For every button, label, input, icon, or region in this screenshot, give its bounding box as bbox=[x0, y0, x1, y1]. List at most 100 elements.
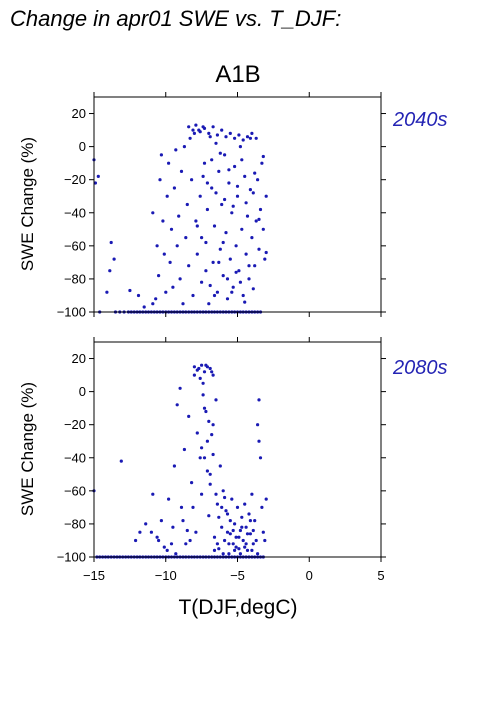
data-point bbox=[251, 542, 255, 546]
data-point bbox=[228, 257, 232, 261]
data-point bbox=[215, 290, 219, 294]
data-point bbox=[149, 530, 153, 534]
data-point bbox=[225, 512, 230, 516]
data-point bbox=[243, 174, 247, 178]
data-point bbox=[220, 128, 224, 132]
data-point bbox=[207, 419, 211, 423]
y-tick-label-2040s: −40 bbox=[64, 205, 86, 220]
plot-frame-2040s bbox=[93, 96, 382, 313]
data-point bbox=[235, 194, 240, 198]
data-point bbox=[192, 373, 196, 377]
data-point bbox=[207, 514, 211, 518]
axes-2080s: −100 −80 −60 −40 −20 0 20 −15 −10 −5 0 5 bbox=[57, 337, 386, 583]
data-point bbox=[181, 519, 185, 523]
data-point bbox=[214, 492, 218, 496]
data-point bbox=[172, 464, 176, 468]
data-point bbox=[202, 406, 207, 410]
data-point bbox=[237, 269, 241, 273]
x-tick-label: −10 bbox=[155, 568, 177, 583]
data-point bbox=[151, 492, 155, 496]
data-point bbox=[200, 236, 204, 240]
data-point bbox=[208, 283, 212, 288]
scenario-label: A1B bbox=[215, 61, 260, 88]
data-point bbox=[195, 224, 199, 228]
data-point bbox=[214, 141, 218, 145]
data-point bbox=[187, 264, 191, 268]
data-point bbox=[261, 154, 265, 159]
data-point bbox=[175, 403, 179, 407]
data-point bbox=[230, 497, 234, 501]
y-tick-label-2040s: −60 bbox=[64, 238, 86, 253]
data-point bbox=[224, 509, 228, 513]
data-point bbox=[245, 214, 250, 218]
data-point bbox=[179, 169, 184, 173]
data-point bbox=[214, 191, 218, 195]
data-point bbox=[181, 302, 185, 306]
data-point bbox=[198, 130, 202, 134]
y-tick-label-2080s: −60 bbox=[64, 483, 86, 498]
data-point bbox=[168, 260, 172, 264]
data-point bbox=[157, 274, 161, 278]
data-point bbox=[234, 270, 238, 274]
data-point bbox=[245, 135, 250, 139]
data-point bbox=[251, 528, 255, 533]
data-point bbox=[244, 525, 248, 529]
data-point bbox=[172, 186, 176, 190]
scatter-points-2080s bbox=[92, 363, 268, 559]
data-point bbox=[233, 548, 237, 553]
data-point bbox=[238, 552, 242, 556]
data-point bbox=[165, 548, 169, 553]
panel-2040s: −100 −80 −60 −40 −20 0 20 SWE Change (%) 2040s bbox=[18, 92, 448, 320]
data-point bbox=[205, 207, 209, 212]
data-point bbox=[198, 376, 202, 380]
y-tick-label-2080s: −80 bbox=[64, 516, 86, 531]
data-point bbox=[195, 431, 199, 435]
data-point bbox=[155, 244, 159, 248]
data-point bbox=[240, 525, 244, 529]
data-point bbox=[204, 269, 208, 273]
data-point bbox=[254, 136, 258, 140]
data-point bbox=[93, 181, 97, 185]
data-point bbox=[257, 217, 261, 221]
data-point bbox=[223, 153, 227, 157]
x-axis-title: T(DJF,degC) bbox=[178, 596, 297, 619]
data-point bbox=[175, 244, 179, 248]
data-point bbox=[258, 456, 263, 460]
data-point bbox=[223, 495, 227, 500]
data-point bbox=[227, 552, 231, 556]
y-tick-label-2040s: 0 bbox=[79, 139, 86, 154]
data-point bbox=[205, 181, 209, 185]
data-point bbox=[241, 293, 245, 298]
data-point bbox=[158, 178, 162, 182]
data-point bbox=[207, 302, 211, 306]
data-point bbox=[201, 174, 205, 178]
data-point bbox=[210, 433, 214, 437]
data-point bbox=[217, 547, 221, 551]
data-point bbox=[248, 519, 252, 523]
data-point bbox=[240, 515, 244, 519]
y-tick-label-2080s: −40 bbox=[64, 450, 86, 465]
data-point bbox=[164, 290, 168, 294]
data-point bbox=[205, 439, 209, 443]
data-point bbox=[254, 219, 258, 223]
data-point bbox=[244, 252, 248, 256]
data-point bbox=[228, 131, 232, 135]
data-point bbox=[154, 297, 158, 301]
data-point bbox=[159, 519, 163, 523]
data-point bbox=[202, 370, 207, 374]
data-point bbox=[215, 542, 219, 546]
data-point bbox=[251, 287, 255, 291]
data-point bbox=[258, 207, 263, 212]
data-point bbox=[244, 542, 248, 546]
data-point bbox=[201, 393, 205, 397]
data-point bbox=[250, 131, 254, 135]
data-point bbox=[234, 244, 238, 248]
data-point bbox=[227, 168, 231, 172]
data-point bbox=[264, 250, 268, 255]
data-point bbox=[256, 552, 260, 556]
data-point bbox=[224, 135, 228, 139]
data-point bbox=[178, 386, 182, 390]
data-point bbox=[253, 171, 257, 175]
data-point bbox=[155, 535, 159, 539]
data-point bbox=[251, 191, 255, 195]
